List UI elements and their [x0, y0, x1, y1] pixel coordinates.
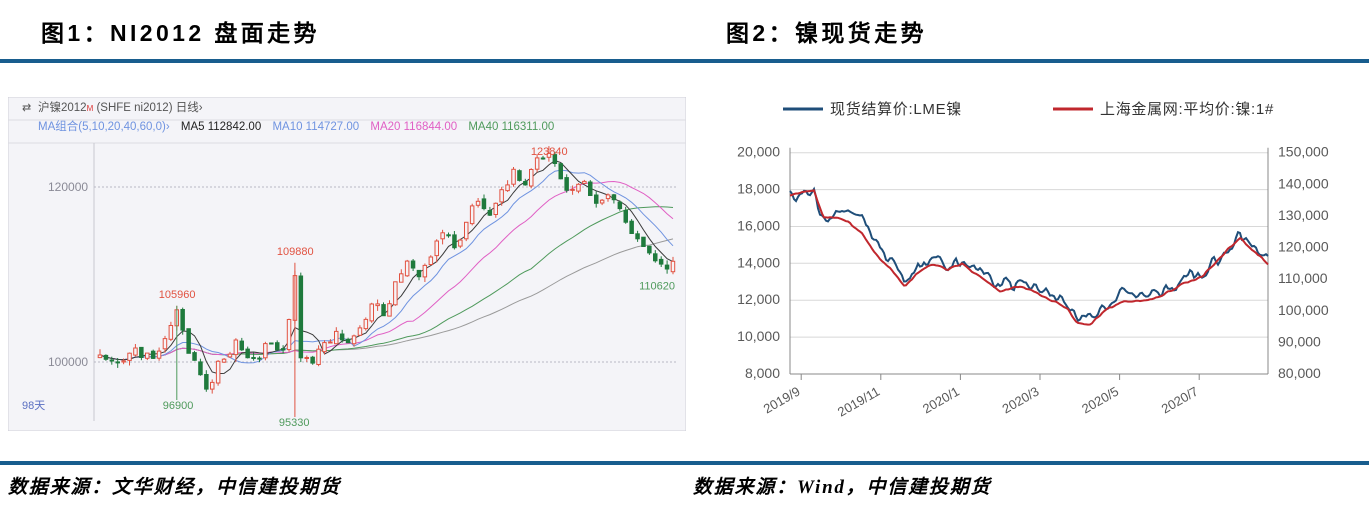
svg-text:140,000: 140,000 [1278, 175, 1329, 191]
svg-text:105960: 105960 [159, 289, 196, 301]
svg-text:120000: 120000 [48, 180, 88, 194]
svg-text:上海金属网:平均价:镍:1#: 上海金属网:平均价:镍:1# [1100, 100, 1274, 118]
svg-text:109880: 109880 [277, 246, 314, 258]
svg-text:80,000: 80,000 [1278, 365, 1321, 381]
svg-text:MA组合(5,10,20,40,60,0)› MA5: MA组合(5,10,20,40,60,0)› MA5 112842.00 MA1… [38, 119, 554, 133]
svg-text:16,000: 16,000 [737, 218, 780, 234]
svg-text:12,000: 12,000 [737, 291, 780, 307]
svg-text:95330: 95330 [279, 417, 310, 429]
svg-text:110620: 110620 [639, 281, 675, 293]
svg-text:20,000: 20,000 [737, 144, 780, 160]
svg-text:2019/11: 2019/11 [835, 384, 882, 420]
svg-text:2020/7: 2020/7 [1159, 384, 1201, 417]
svg-text:8,000: 8,000 [745, 365, 780, 381]
svg-text:130,000: 130,000 [1278, 207, 1329, 223]
svg-text:2020/5: 2020/5 [1079, 384, 1121, 417]
svg-text:2020/3: 2020/3 [1000, 384, 1042, 417]
svg-text:90,000: 90,000 [1278, 333, 1321, 349]
svg-text:150,000: 150,000 [1278, 144, 1329, 160]
svg-text:18,000: 18,000 [737, 181, 780, 197]
svg-text:现货结算价:LME镍: 现货结算价:LME镍 [830, 100, 962, 118]
svg-text:100,000: 100,000 [1278, 302, 1329, 318]
svg-text:2019/9: 2019/9 [761, 384, 803, 417]
svg-text:120,000: 120,000 [1278, 239, 1329, 255]
svg-text:96900: 96900 [163, 400, 194, 412]
svg-text:沪镍2012M (SHFE ni2012) 日线›: 沪镍2012M (SHFE ni2012) 日线› [38, 100, 203, 114]
svg-text:110,000: 110,000 [1278, 270, 1328, 286]
svg-text:123840: 123840 [531, 146, 568, 158]
svg-text:100000: 100000 [48, 355, 88, 369]
svg-text:⇄: ⇄ [22, 102, 31, 114]
svg-text:10,000: 10,000 [737, 328, 780, 344]
svg-text:14,000: 14,000 [737, 254, 780, 270]
svg-text:2020/1: 2020/1 [920, 384, 962, 417]
svg-text:98天: 98天 [22, 400, 45, 412]
